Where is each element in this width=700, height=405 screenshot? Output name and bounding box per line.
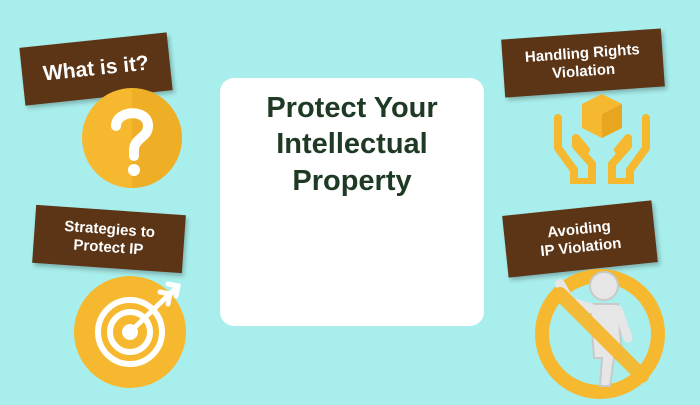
strategies-banner[interactable]: Strategies to Protect IP [32,204,186,274]
title-line-3: Property [292,164,412,197]
what-is-it-label: What is it? [41,51,150,86]
title-line-1: Protect Your [266,92,438,124]
target-arrow-icon [68,270,198,390]
page-title: Protect Your Intellectual Property [220,90,484,199]
title-card: Protect Your Intellectual Property [220,78,484,326]
question-mark-icon [80,86,184,190]
hands-holding-box-icon [552,88,652,186]
stop-person-icon [530,262,670,400]
title-line-2: Intellectual [276,128,428,161]
